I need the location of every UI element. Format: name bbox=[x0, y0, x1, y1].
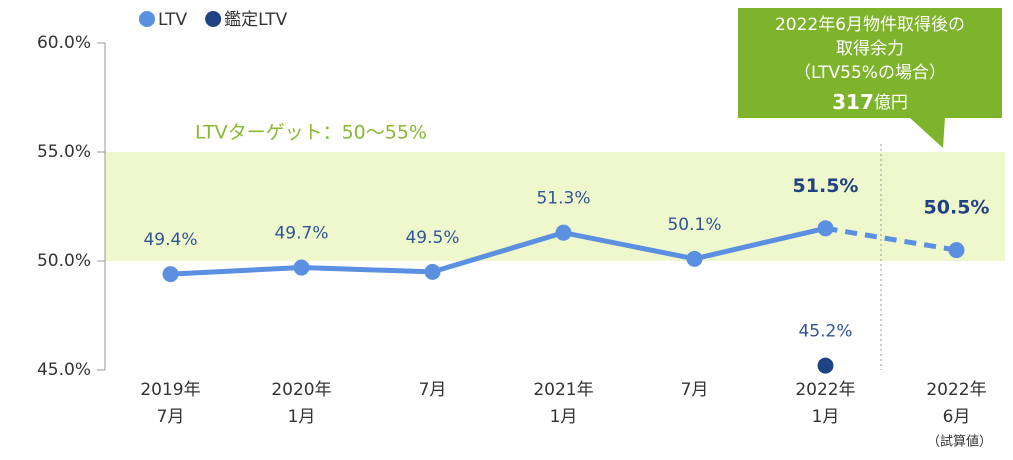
point bbox=[162, 266, 179, 283]
point bbox=[686, 250, 703, 267]
callout-text: （LTV55%の場合） bbox=[794, 63, 946, 83]
point bbox=[817, 357, 834, 374]
point bbox=[817, 220, 834, 237]
point bbox=[424, 263, 441, 280]
point bbox=[293, 259, 310, 276]
x-tick-label: 1月 bbox=[288, 407, 316, 427]
x-tick-label: 2020年 bbox=[271, 380, 331, 400]
target-band bbox=[105, 152, 1005, 261]
legend-swatch bbox=[205, 11, 222, 27]
legend-swatch bbox=[139, 11, 155, 27]
value-label: 49.4% bbox=[143, 230, 197, 250]
value-label: 51.5% bbox=[793, 175, 859, 197]
x-tick-label: 2019年 bbox=[140, 380, 200, 400]
amount: 317 bbox=[832, 90, 874, 114]
value-label: 49.5% bbox=[405, 228, 459, 248]
x-tick-label: 7月 bbox=[419, 380, 447, 400]
value-label: 50.5% bbox=[924, 197, 990, 219]
point bbox=[948, 242, 965, 259]
x-tick-label: 2021年 bbox=[533, 380, 593, 400]
y-tick-label: 50.0% bbox=[37, 251, 91, 271]
point bbox=[555, 224, 572, 241]
unit: 億円 bbox=[874, 93, 908, 113]
target-label: LTVターゲット：50〜55% bbox=[195, 122, 427, 144]
value-label: 51.3% bbox=[536, 189, 590, 209]
value-label: 50.1% bbox=[667, 215, 721, 235]
line-segment bbox=[563, 230, 695, 262]
y-tick-label: 55.0% bbox=[37, 142, 91, 162]
value-label: 49.7% bbox=[274, 224, 328, 244]
x-tick-label: 1月 bbox=[550, 407, 578, 427]
line-segment bbox=[693, 225, 827, 262]
line-segment bbox=[170, 265, 302, 277]
legend-label: LTV bbox=[158, 10, 188, 30]
value-label: 45.2% bbox=[798, 322, 852, 342]
callout-amount: 317億円 bbox=[832, 90, 908, 114]
callout-text: 取得余力 bbox=[836, 39, 904, 59]
line-segment bbox=[301, 265, 433, 275]
x-tick-label: 2022年 bbox=[795, 380, 855, 400]
x-tick-label: 1月 bbox=[812, 407, 840, 427]
y-tick-label: 45.0% bbox=[37, 360, 91, 380]
x-tick-label: 7月 bbox=[681, 380, 709, 400]
callout-box bbox=[738, 8, 1002, 148]
x-tick-label: （試算値） bbox=[927, 434, 992, 450]
callout-text: 2022年6月物件取得後の bbox=[775, 15, 965, 35]
line-segment bbox=[825, 225, 957, 253]
x-tick-label: 7月 bbox=[157, 407, 185, 427]
legend-label: 鑑定LTV bbox=[224, 10, 288, 30]
line-segment bbox=[431, 230, 565, 275]
x-tick-label: 6月 bbox=[943, 407, 971, 427]
y-tick-label: 60.0% bbox=[37, 33, 91, 53]
x-tick-label: 2022年 bbox=[926, 380, 986, 400]
